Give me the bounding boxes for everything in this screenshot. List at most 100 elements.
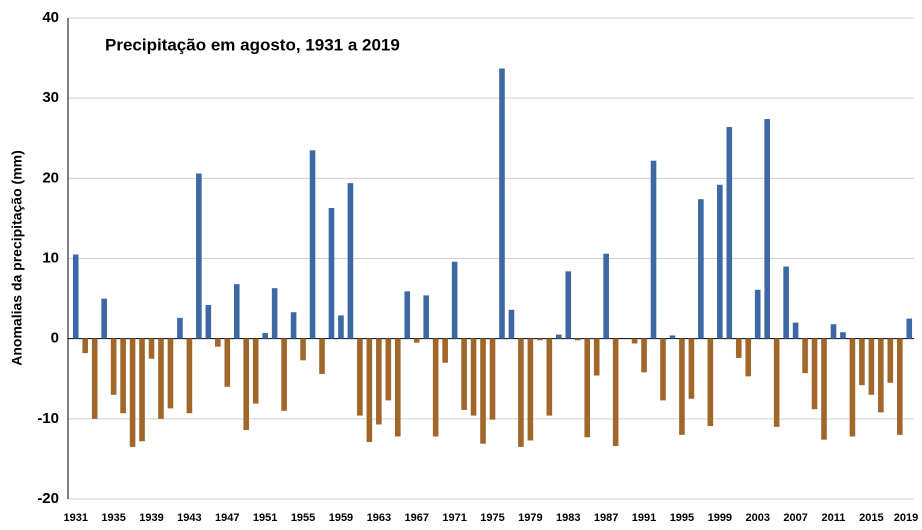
bar	[518, 338, 524, 447]
bar	[442, 338, 448, 363]
bar	[631, 338, 638, 344]
bar	[792, 322, 799, 339]
bar	[413, 338, 420, 343]
y-axis-label: Anomalias da precipitação (mm)	[9, 150, 25, 366]
bar	[271, 288, 278, 339]
bar	[376, 338, 382, 425]
bar	[243, 338, 250, 431]
bar	[177, 317, 183, 339]
bar	[840, 332, 846, 339]
bar	[366, 338, 373, 443]
bar	[859, 338, 865, 386]
bar	[423, 295, 429, 339]
bar	[527, 338, 534, 441]
bar	[574, 338, 581, 341]
bar	[404, 291, 411, 339]
bar	[754, 289, 761, 339]
bar	[821, 338, 827, 440]
bar	[650, 160, 657, 339]
x-tick-label: 1935	[101, 512, 125, 524]
bar	[290, 312, 297, 339]
bar	[764, 119, 770, 339]
bar	[679, 338, 685, 435]
bar	[186, 338, 193, 414]
bar	[233, 284, 240, 339]
bar	[101, 298, 107, 339]
bar	[811, 338, 818, 410]
bar	[120, 338, 126, 414]
bar	[565, 271, 572, 339]
x-tick-label: 1951	[253, 512, 277, 524]
y-tick-label: 30	[42, 89, 59, 106]
bar	[868, 338, 875, 395]
bar	[262, 333, 268, 339]
bar	[82, 338, 89, 354]
bar	[546, 338, 553, 416]
bar	[669, 335, 676, 339]
bar	[432, 338, 439, 437]
bar	[641, 338, 647, 373]
bar	[252, 338, 259, 404]
bar	[726, 127, 733, 339]
bar	[148, 338, 155, 359]
bar	[158, 338, 164, 419]
x-tick-label: 1955	[291, 512, 315, 524]
bar	[688, 338, 695, 399]
x-tick-label: 1931	[63, 512, 87, 524]
bar	[385, 338, 392, 401]
bar	[215, 338, 221, 347]
bar	[717, 184, 723, 339]
x-tick-label: 1959	[329, 512, 353, 524]
y-tick-label: 20	[42, 169, 59, 186]
bar	[300, 338, 306, 361]
y-tick-label: 10	[42, 249, 59, 266]
bar	[878, 338, 884, 413]
chart-title: Precipitação em agosto, 1931 a 2019	[105, 35, 400, 54]
x-tick-label: 1967	[404, 512, 428, 524]
x-tick-label: 2011	[822, 512, 846, 524]
bar	[309, 150, 316, 339]
x-tick-label: 2015	[859, 512, 883, 524]
x-tick-label: 2003	[745, 512, 769, 524]
bar	[707, 338, 714, 427]
bar	[480, 338, 486, 444]
bar	[139, 338, 145, 442]
y-tick-label: 40	[42, 9, 59, 26]
bar	[499, 68, 505, 339]
bar	[887, 338, 894, 383]
x-tick-label: 1943	[177, 512, 201, 524]
x-tick-label: 1987	[594, 512, 618, 524]
bar	[593, 338, 600, 376]
bar	[394, 338, 401, 437]
bar	[167, 338, 174, 409]
bar	[508, 309, 515, 339]
bar	[896, 338, 903, 435]
x-tick-label: 1979	[518, 512, 542, 524]
bar	[451, 261, 458, 339]
bar	[556, 334, 562, 339]
x-tick-label: 1991	[632, 512, 656, 524]
bar	[319, 338, 325, 374]
x-tick-label: 1995	[670, 512, 694, 524]
bar	[698, 199, 704, 339]
bar	[660, 338, 666, 401]
bar	[328, 207, 335, 339]
bar	[110, 338, 117, 395]
x-tick-label: 1971	[442, 512, 466, 524]
bar	[802, 338, 808, 374]
x-tick-label: 1983	[556, 512, 580, 524]
bar	[603, 253, 609, 339]
y-tick-label: 0	[51, 330, 59, 347]
x-tick-label: 1947	[215, 512, 239, 524]
bar	[357, 338, 363, 416]
bar	[830, 324, 837, 339]
bar	[849, 338, 856, 437]
y-tick-label: -10	[37, 410, 59, 427]
bar	[224, 338, 231, 387]
x-tick-label: 1999	[708, 512, 732, 524]
bar	[129, 338, 136, 447]
bar	[91, 338, 98, 419]
x-tick-label: 1963	[367, 512, 391, 524]
bar	[745, 338, 752, 377]
bar	[281, 338, 287, 411]
